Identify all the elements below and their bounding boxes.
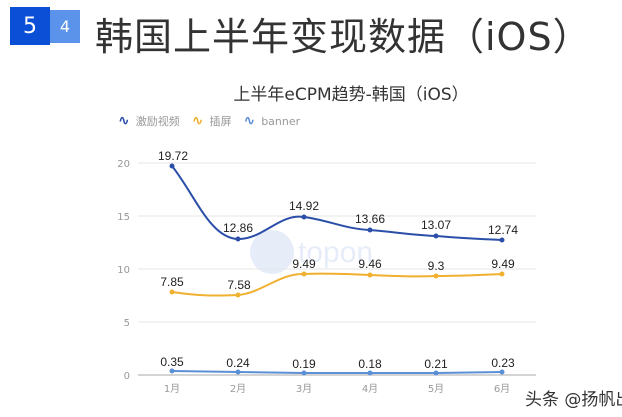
series-rewarded-video-line bbox=[171, 165, 503, 241]
section-number-badge: 5 bbox=[10, 7, 50, 45]
svg-text:15: 15 bbox=[117, 212, 130, 223]
svg-text:4月: 4月 bbox=[362, 383, 378, 395]
series-interstitial-points bbox=[169, 271, 505, 298]
svg-text:0.19: 0.19 bbox=[292, 357, 316, 371]
svg-text:9.46: 9.46 bbox=[358, 257, 382, 271]
svg-text:1月: 1月 bbox=[164, 383, 180, 395]
svg-text:3月: 3月 bbox=[296, 383, 312, 395]
svg-text:14.92: 14.92 bbox=[289, 199, 319, 213]
page-title: 韩国上半年变现数据（iOS） bbox=[95, 15, 592, 59]
svg-text:19.72: 19.72 bbox=[158, 149, 188, 163]
svg-text:0.23: 0.23 bbox=[491, 356, 515, 370]
svg-text:12.86: 12.86 bbox=[223, 221, 253, 235]
svg-text:9.49: 9.49 bbox=[491, 257, 515, 271]
series-banner-points bbox=[169, 368, 505, 376]
svg-text:2月: 2月 bbox=[230, 383, 246, 395]
legend-label: 激励视频 bbox=[135, 115, 180, 128]
svg-text:9.49: 9.49 bbox=[292, 257, 316, 271]
svg-text:12.74: 12.74 bbox=[488, 223, 518, 237]
svg-text:topon: topon bbox=[298, 236, 373, 269]
series-interstitial-line bbox=[171, 272, 503, 297]
svg-text:13.66: 13.66 bbox=[355, 212, 385, 226]
legend-item-interstitial[interactable]: ∿ 插屏 bbox=[192, 113, 232, 129]
svg-text:5: 5 bbox=[124, 318, 130, 329]
data-labels: 19.72 12.86 14.92 13.66 13.07 12.74 7.85… bbox=[158, 149, 518, 371]
chart-legend: ∿ 激励视频 ∿ 插屏 ∿ banner bbox=[118, 113, 300, 129]
legend-label: banner bbox=[261, 114, 301, 128]
svg-text:20: 20 bbox=[117, 159, 130, 170]
legend-item-banner[interactable]: ∿ banner bbox=[243, 113, 300, 129]
watermark-backdrop bbox=[515, 378, 622, 417]
y-axis-ticks: 0 5 10 15 20 bbox=[117, 159, 130, 382]
legend-item-rewarded-video[interactable]: ∿ 激励视频 bbox=[118, 113, 180, 129]
wave-icon: ∿ bbox=[243, 113, 256, 129]
wave-icon: ∿ bbox=[118, 113, 130, 129]
series-banner-line bbox=[171, 370, 503, 374]
svg-text:0.21: 0.21 bbox=[424, 357, 448, 371]
series-rewarded-video-points bbox=[169, 163, 505, 243]
svg-text:7.58: 7.58 bbox=[227, 278, 251, 292]
wave-icon: ∿ bbox=[191, 113, 204, 129]
svg-text:0.18: 0.18 bbox=[358, 357, 382, 371]
source-watermark: 头条 @扬帆出海 bbox=[525, 390, 622, 410]
x-axis-ticks: 1月 2月 3月 4月 5月 6月 bbox=[164, 383, 510, 395]
svg-text:0.24: 0.24 bbox=[226, 356, 250, 370]
svg-text:13.07: 13.07 bbox=[421, 218, 451, 232]
svg-text:10: 10 bbox=[117, 265, 130, 276]
svg-text:6月: 6月 bbox=[494, 383, 510, 395]
legend-label: 插屏 bbox=[209, 115, 232, 128]
svg-text:9.3: 9.3 bbox=[428, 259, 445, 273]
svg-text:0: 0 bbox=[124, 371, 130, 382]
svg-text:5月: 5月 bbox=[428, 383, 444, 395]
svg-text:7.85: 7.85 bbox=[160, 275, 184, 289]
topon-logo-watermark: topon bbox=[250, 230, 373, 274]
svg-text:0.35: 0.35 bbox=[160, 355, 184, 369]
subsection-number-badge: 4 bbox=[50, 10, 80, 43]
chart-title: 上半年eCPM趋势-韩国（iOS） bbox=[233, 85, 469, 105]
